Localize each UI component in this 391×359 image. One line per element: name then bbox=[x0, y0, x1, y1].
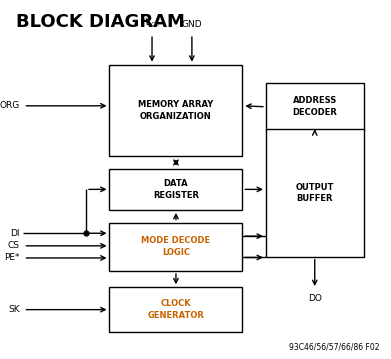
Bar bbox=[109, 65, 242, 156]
Bar bbox=[109, 287, 242, 332]
Bar bbox=[109, 223, 242, 271]
Bar bbox=[266, 83, 364, 131]
Text: ADDRESS
DECODER: ADDRESS DECODER bbox=[292, 97, 337, 117]
Text: OUTPUT
BUFFER: OUTPUT BUFFER bbox=[296, 183, 334, 203]
Text: $V_{CC}$: $V_{CC}$ bbox=[143, 16, 161, 29]
Text: DI: DI bbox=[10, 229, 20, 238]
Bar bbox=[266, 129, 364, 257]
Text: ORG: ORG bbox=[0, 101, 20, 110]
Bar bbox=[109, 169, 242, 210]
Text: CS: CS bbox=[7, 241, 20, 250]
Text: PE*: PE* bbox=[4, 253, 20, 262]
Text: 93C46/56/57/66/86 F02: 93C46/56/57/66/86 F02 bbox=[289, 343, 379, 352]
Text: DATA
REGISTER: DATA REGISTER bbox=[153, 179, 199, 200]
Text: GND: GND bbox=[181, 20, 202, 29]
Text: BLOCK DIAGRAM: BLOCK DIAGRAM bbox=[16, 13, 185, 31]
Text: CLOCK
GENERATOR: CLOCK GENERATOR bbox=[147, 299, 204, 320]
Text: MEMORY ARRAY
ORGANIZATION: MEMORY ARRAY ORGANIZATION bbox=[138, 100, 213, 121]
Text: SK: SK bbox=[8, 305, 20, 314]
Text: DO: DO bbox=[308, 294, 322, 303]
Text: MODE DECODE
LOGIC: MODE DECODE LOGIC bbox=[142, 237, 210, 257]
